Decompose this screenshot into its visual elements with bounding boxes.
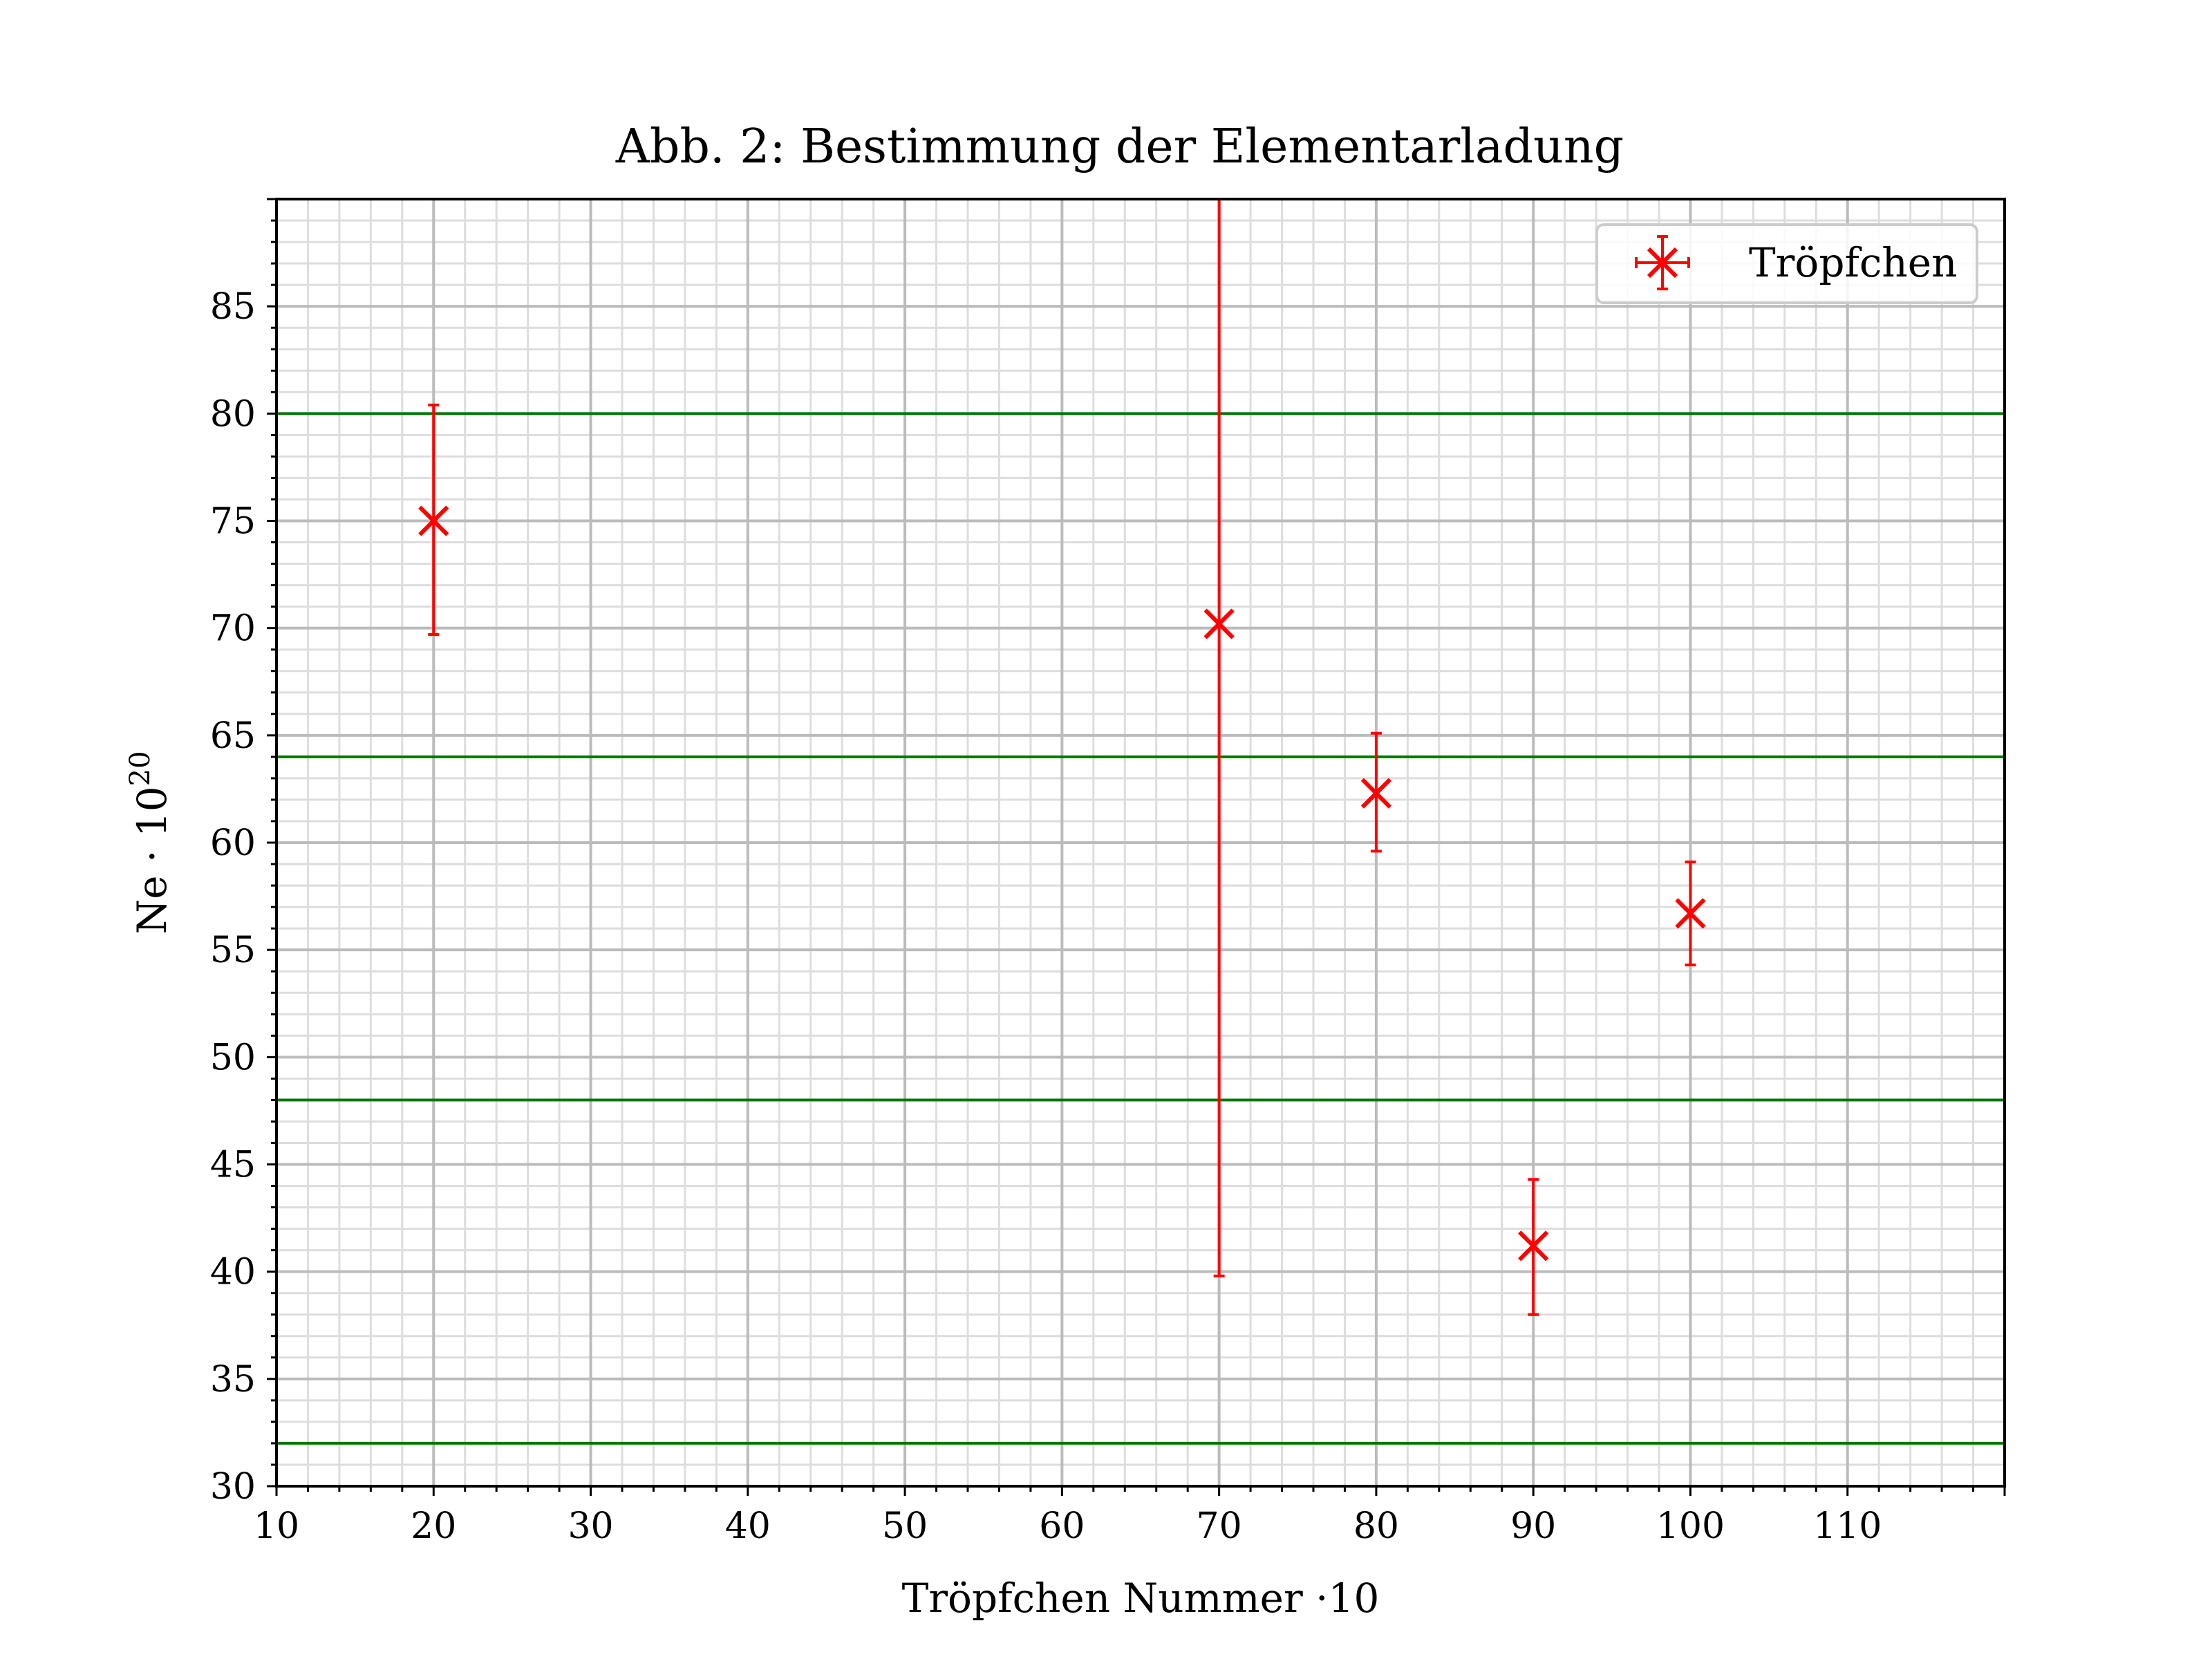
x-tick-label: 70 xyxy=(1197,1506,1242,1547)
x-tick-label: 110 xyxy=(1813,1506,1882,1547)
data-marker-stroke xyxy=(1675,898,1706,929)
legend: Tröpfchen xyxy=(1595,223,1978,304)
y-tick-label: 55 xyxy=(210,930,256,971)
reference-lines xyxy=(276,412,2005,1445)
y-tick-label: 30 xyxy=(210,1466,256,1508)
data-marker-stroke xyxy=(1518,1230,1549,1262)
y-tick-label: 60 xyxy=(210,823,256,864)
y-tick-label: 70 xyxy=(210,608,256,650)
x-tick-label: 80 xyxy=(1353,1506,1399,1547)
data-marker-stroke xyxy=(418,505,449,536)
data-point xyxy=(1360,778,1392,809)
data-point xyxy=(1518,1230,1549,1262)
y-tick-label: 80 xyxy=(210,393,256,435)
y-tick-label: 50 xyxy=(210,1037,256,1078)
legend-label-tropfchen: Tröpfchen xyxy=(1749,239,1957,286)
y-axis-label-base: Ne · 10 xyxy=(129,786,176,934)
y-axis-label: Ne · 1020 xyxy=(124,751,176,934)
y-tick-label: 45 xyxy=(210,1145,256,1186)
x-tick-label: 50 xyxy=(882,1506,928,1547)
legend-x-marker xyxy=(1647,247,1678,279)
data-point xyxy=(1675,898,1706,929)
y-tick-label: 75 xyxy=(210,501,256,543)
x-tick-label: 10 xyxy=(254,1506,299,1547)
legend-marker xyxy=(1635,235,1690,290)
x-tick-label: 20 xyxy=(411,1506,456,1547)
legend-box xyxy=(1595,223,1978,304)
x-axis-label: Tröpfchen Nummer ·10 xyxy=(902,1575,1380,1622)
x-tick-label: 100 xyxy=(1656,1506,1725,1547)
y-axis-label-exponent: 20 xyxy=(124,751,156,786)
grid xyxy=(275,199,2005,1488)
x-tick-label: 90 xyxy=(1510,1506,1556,1547)
y-tick-label: 85 xyxy=(210,286,256,328)
x-tick-label: 30 xyxy=(568,1506,613,1547)
y-tick-label: 40 xyxy=(210,1252,256,1293)
x-tick-label: 40 xyxy=(725,1506,771,1547)
data-marker-stroke xyxy=(1203,608,1235,639)
data-point xyxy=(418,505,449,536)
y-tick-label: 35 xyxy=(210,1359,256,1400)
data-point xyxy=(1203,608,1235,639)
data-marker-stroke xyxy=(1360,778,1392,809)
x-tick-label: 60 xyxy=(1039,1506,1085,1547)
axes: 10 20 30 40 50 60 70 80 90 100 110 30 35 40 45 50 55 60 65… xyxy=(210,198,2006,1547)
chart-title: Abb. 2: Bestimmung der Elementarladung xyxy=(615,120,1624,174)
y-tick-label: 65 xyxy=(210,715,256,757)
data-series xyxy=(418,199,1706,1316)
